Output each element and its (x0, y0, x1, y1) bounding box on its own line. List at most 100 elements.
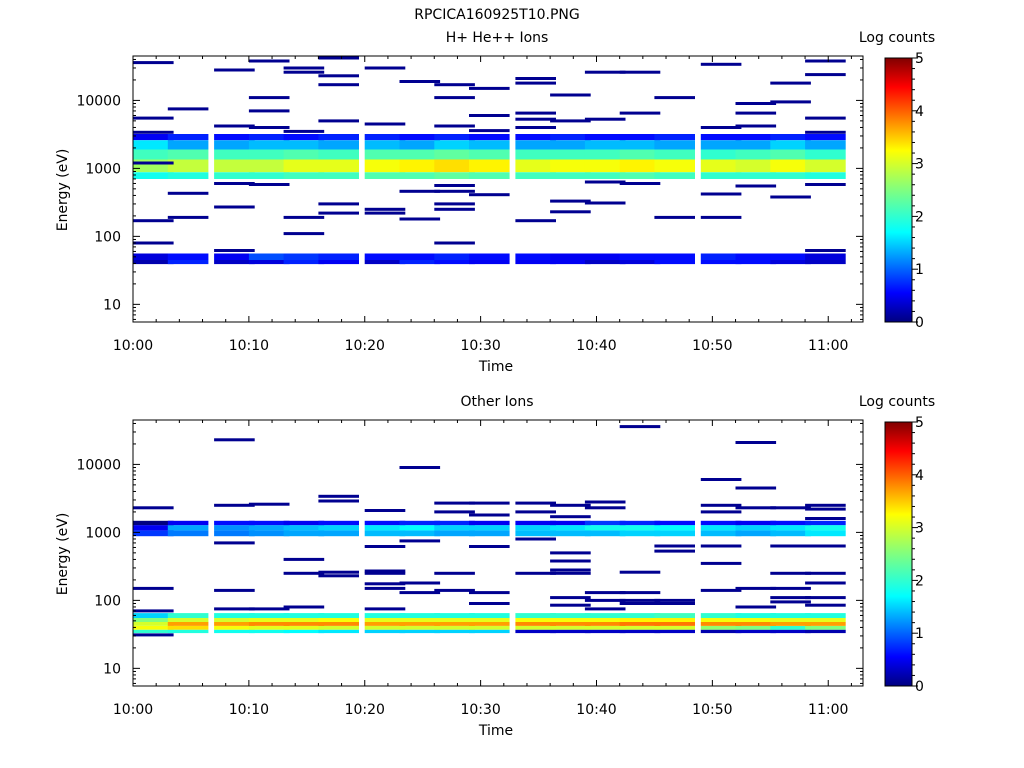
heatmap-cell (364, 520, 406, 526)
heatmap-cell (550, 253, 591, 260)
count-mark (364, 66, 406, 70)
count-mark (248, 183, 290, 186)
heatmap-cell (805, 629, 846, 634)
heatmap-cell (515, 629, 556, 634)
heatmap-cell (318, 629, 359, 634)
count-mark (434, 202, 475, 206)
count-mark (318, 119, 359, 123)
heatmap-cell (283, 626, 325, 630)
heatmap-cell (550, 622, 591, 626)
heatmap-cell (805, 149, 846, 160)
heatmap-cell (399, 525, 441, 531)
count-mark (133, 219, 174, 223)
heatmap-cell (318, 159, 359, 173)
heatmap-cell (770, 159, 811, 173)
heatmap-cell (584, 172, 626, 179)
heatmap-cell (469, 622, 510, 626)
y-tick-label: 1000 (85, 161, 121, 177)
heatmap-cell (214, 149, 255, 160)
heatmap-cell (318, 622, 359, 626)
heatmap-cell (133, 622, 174, 626)
heatmap-cell (434, 613, 475, 618)
heatmap-cell (619, 140, 661, 150)
heatmap-cell (619, 626, 661, 630)
heatmap-cell (700, 520, 742, 526)
heatmap-cell (654, 530, 695, 537)
count-mark (515, 571, 556, 575)
count-mark (735, 111, 777, 115)
colorbar-tick-label: 1 (915, 626, 924, 642)
count-mark (248, 96, 290, 100)
heatmap-cell (550, 618, 591, 622)
heatmap-cell (399, 618, 441, 622)
count-mark (515, 537, 556, 541)
x-tick-label: 10:00 (113, 702, 153, 718)
heatmap-cell (515, 259, 556, 265)
count-mark (805, 571, 846, 575)
heatmap-cell (735, 618, 777, 622)
count-mark (167, 107, 209, 111)
count-mark (550, 515, 591, 519)
heatmap-cell (700, 172, 742, 179)
count-mark (805, 581, 846, 585)
heatmap-cell (469, 134, 510, 141)
heatmap-cell (619, 259, 661, 265)
heatmap-cell (469, 253, 510, 260)
heatmap-cell (133, 530, 174, 537)
heatmap-cell (167, 520, 209, 526)
heatmap-cell (550, 259, 591, 265)
count-mark (654, 549, 695, 553)
count-mark (434, 207, 475, 211)
heatmap-cell (399, 626, 441, 630)
heatmap-cell (515, 253, 556, 260)
heatmap-cell (700, 613, 742, 618)
heatmap-cell (550, 530, 591, 537)
count-mark (469, 193, 510, 197)
count-mark (283, 605, 325, 609)
heatmap-cell (283, 530, 325, 537)
y-tick-label: 100 (94, 229, 121, 245)
heatmap-cell (515, 530, 556, 537)
heatmap-cell (619, 530, 661, 537)
count-mark (469, 129, 510, 133)
heatmap-cell (619, 159, 661, 173)
heatmap-cell (584, 149, 626, 160)
heatmap-cell (469, 525, 510, 531)
heatmap-cell (283, 253, 325, 260)
heatmap-cell (469, 613, 510, 618)
plot-frame (132, 419, 864, 687)
heatmap-cell (364, 140, 406, 150)
x-tick-label: 10:30 (460, 338, 500, 354)
heatmap-cell (469, 530, 510, 537)
heatmap-cell (770, 172, 811, 179)
count-mark (469, 602, 510, 605)
count-mark (133, 116, 174, 120)
count-mark (619, 598, 661, 602)
heatmap-cell (550, 172, 591, 179)
heatmap-cell (399, 149, 441, 160)
x-tick-label: 10:50 (692, 702, 732, 718)
heatmap-cell (133, 520, 174, 526)
count-mark (399, 539, 441, 543)
axes: 10:00 10:10 10:20 10:30 10:40 10:50 11:00 10 100… (76, 420, 863, 718)
heatmap-cell (805, 626, 846, 630)
heatmap-cell (735, 159, 777, 173)
count-mark (619, 602, 661, 605)
count-mark (515, 510, 556, 514)
count-mark (805, 596, 846, 600)
heatmap-cell (399, 530, 441, 537)
count-mark (364, 545, 406, 548)
count-mark (434, 241, 475, 245)
heatmap-cell (364, 622, 406, 626)
y-tick-label: 1000 (85, 525, 121, 541)
heatmap-cell (434, 520, 475, 526)
heatmap-cell (619, 253, 661, 260)
heatmap-cell (133, 149, 174, 160)
count-mark (770, 596, 811, 600)
x-tick-label: 10:20 (345, 338, 385, 354)
heatmap-cell (133, 253, 174, 260)
heatmap-cell (654, 253, 695, 260)
heatmap-cell (283, 520, 325, 526)
heatmap-cell (654, 259, 695, 265)
count-mark (584, 500, 626, 504)
